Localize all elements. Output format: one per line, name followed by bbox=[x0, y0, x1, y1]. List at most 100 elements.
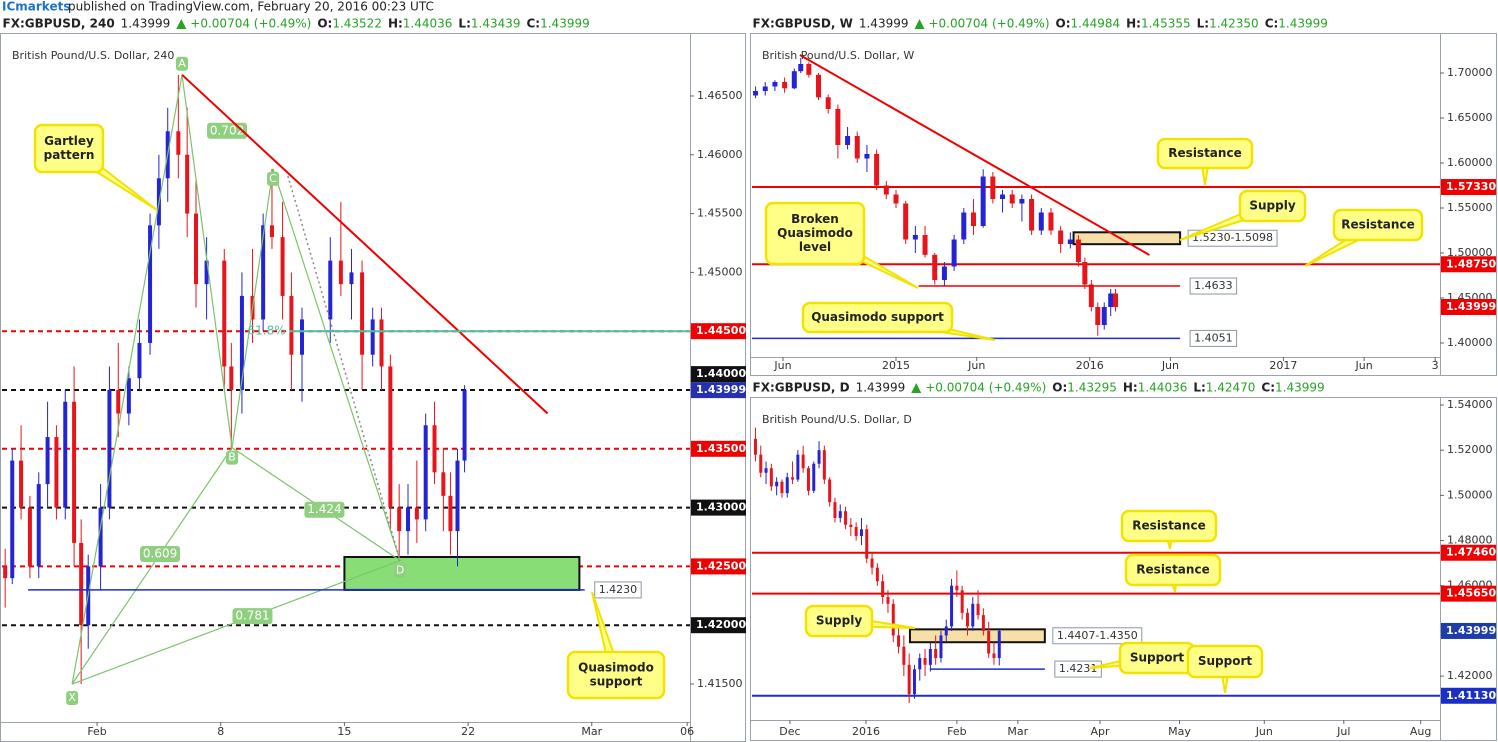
candle-body bbox=[791, 71, 797, 89]
candle-body bbox=[934, 648, 938, 659]
level-label: 1.44000 bbox=[696, 367, 746, 380]
level-box bbox=[691, 440, 746, 457]
candle-body bbox=[1067, 239, 1073, 245]
x-tick-label: 2016 bbox=[1076, 359, 1104, 372]
ohlc-value: 1.43999 bbox=[1278, 17, 1328, 31]
candle-body bbox=[881, 581, 885, 598]
candle-body bbox=[107, 389, 112, 508]
candle-body bbox=[116, 389, 121, 414]
candle-body bbox=[828, 479, 832, 503]
callout-text: Resistance bbox=[1168, 146, 1241, 160]
ohlc-value: 1.44036 bbox=[1138, 381, 1188, 395]
candle-body bbox=[976, 603, 980, 616]
y-tick-label: 1.50000 bbox=[1447, 488, 1493, 501]
level-label: 1.47460 bbox=[1446, 546, 1496, 559]
candle-body bbox=[864, 153, 870, 159]
point-bg bbox=[226, 450, 239, 465]
candle-body bbox=[951, 239, 957, 267]
candle-body bbox=[1038, 212, 1044, 231]
ohlc-value: 1.43999 bbox=[540, 17, 590, 31]
last-price: 1.43999 bbox=[856, 381, 906, 395]
candle-body bbox=[414, 507, 419, 520]
ohlc-label: C: bbox=[527, 17, 541, 31]
level-label: 1.43000 bbox=[696, 501, 746, 514]
level-box bbox=[1441, 256, 1496, 273]
candle-body bbox=[261, 225, 266, 320]
y-tick-label: 1.70000 bbox=[1447, 66, 1493, 79]
candle-body bbox=[806, 468, 810, 491]
candle-body bbox=[870, 558, 874, 568]
callout-text: Broken bbox=[791, 212, 839, 226]
candle-body bbox=[944, 626, 948, 636]
pattern-leg bbox=[71, 74, 183, 685]
pattern-point: B bbox=[228, 451, 236, 464]
y-tick-label: 1.42000 bbox=[1447, 669, 1493, 682]
line-text: 61.8% bbox=[248, 324, 286, 338]
candle-body bbox=[289, 295, 294, 355]
candle-body bbox=[923, 658, 927, 665]
x-tick-label: Mar bbox=[1007, 725, 1028, 738]
candle-body bbox=[148, 225, 153, 343]
pattern-point: C bbox=[269, 172, 277, 185]
candle-body bbox=[990, 176, 996, 200]
pattern-leg bbox=[231, 168, 274, 448]
candle-body bbox=[997, 630, 1001, 659]
callout-text: Quasimodo bbox=[777, 226, 853, 240]
zone bbox=[1072, 231, 1182, 246]
y-tick-label: 1.55000 bbox=[1447, 201, 1493, 214]
callout-text: Support bbox=[1130, 651, 1185, 665]
callout-text: Supply bbox=[1249, 199, 1295, 213]
ohlc-value: 1.44984 bbox=[1071, 17, 1121, 31]
ohlc-label: L: bbox=[458, 17, 470, 31]
candle-body bbox=[955, 585, 959, 591]
x-tick-label: Aug bbox=[1410, 725, 1431, 738]
candle-body bbox=[764, 468, 768, 473]
price-box bbox=[691, 382, 746, 399]
candle-body bbox=[791, 477, 795, 480]
y-tick-label: 1.54000 bbox=[1447, 398, 1493, 411]
y-tick-label: 1.52000 bbox=[1447, 443, 1493, 456]
ohlc-label: C: bbox=[1265, 17, 1279, 31]
candle-body bbox=[854, 526, 858, 537]
callout-box bbox=[1156, 137, 1254, 170]
candle-body bbox=[36, 484, 41, 567]
ohlc-label: O: bbox=[317, 17, 332, 31]
candle-body bbox=[950, 585, 954, 627]
x-tick-label: 06 bbox=[680, 725, 694, 738]
level-box bbox=[1441, 687, 1496, 704]
candle-body bbox=[961, 212, 967, 240]
candle-body bbox=[922, 235, 928, 255]
candle-body bbox=[775, 481, 779, 487]
line-label: 1.4633 bbox=[1194, 279, 1233, 292]
y-tick-label: 1.48000 bbox=[1447, 534, 1493, 547]
x-tick-label: Dec bbox=[779, 725, 800, 738]
candle-body bbox=[960, 590, 964, 613]
candle-body bbox=[1101, 307, 1107, 326]
candle-body bbox=[987, 630, 991, 654]
level-box bbox=[691, 617, 746, 634]
drawn-line bbox=[181, 74, 549, 415]
ohlc-value: 1.43295 bbox=[1067, 381, 1117, 395]
panel-title: British Pound/U.S. Dollar, D bbox=[762, 413, 912, 426]
y-tick-label: 1.46000 bbox=[697, 148, 743, 161]
candle-body bbox=[816, 74, 822, 98]
level-box bbox=[691, 323, 746, 340]
candle-body bbox=[63, 401, 68, 508]
level-label: 1.57330 bbox=[1446, 180, 1496, 193]
candle-body bbox=[753, 90, 759, 96]
ratio-bg bbox=[232, 608, 273, 625]
line-label: 1.4230 bbox=[599, 583, 638, 596]
candle-body bbox=[1088, 284, 1094, 308]
ohlc-value: 1.43522 bbox=[332, 17, 382, 31]
candle-body bbox=[19, 460, 24, 508]
pattern-ratio: 0.781 bbox=[235, 609, 269, 623]
ohlc-label: L: bbox=[1197, 17, 1209, 31]
candle-body bbox=[874, 153, 880, 186]
pattern-point: X bbox=[68, 691, 76, 704]
candle-body bbox=[772, 81, 778, 87]
callout-text: Supply bbox=[816, 614, 862, 628]
candle-body bbox=[965, 612, 969, 627]
ohlc-label: H: bbox=[388, 17, 403, 31]
candle-body bbox=[897, 635, 901, 647]
x-tick-label: Apr bbox=[1090, 725, 1110, 738]
